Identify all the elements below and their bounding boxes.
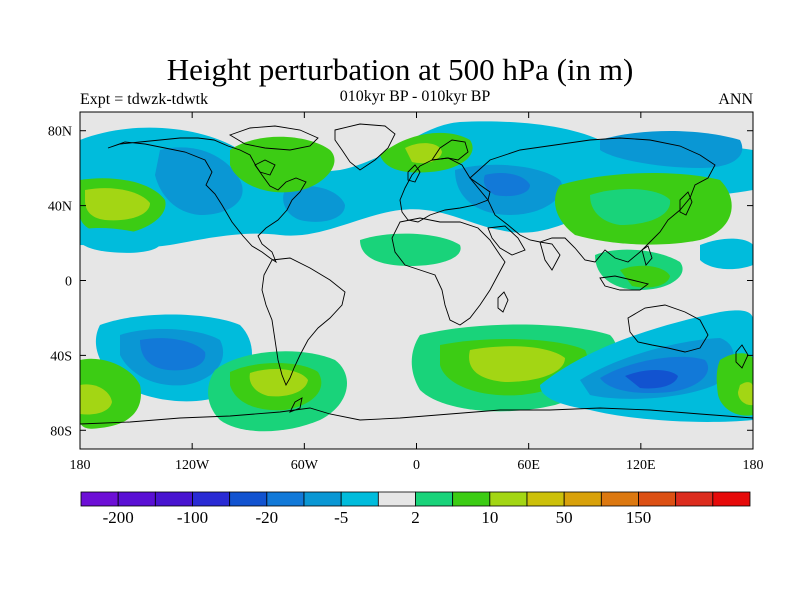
- coastline-hudson: [254, 159, 276, 176]
- colorbar-labels: -200 -100 -20 -5 2 10 50 150: [103, 508, 652, 527]
- coastline-greenland: [334, 123, 396, 171]
- coastline-africa: [391, 217, 506, 326]
- contour-region: [360, 233, 461, 266]
- colorbar-box: [377, 491, 416, 507]
- colorbar-box: [712, 491, 751, 507]
- coastline-madagascar: [497, 291, 509, 313]
- lon-tick-label: 120E: [626, 458, 656, 473]
- colorbar-box: [80, 491, 119, 507]
- lat-tick-label: 40N: [48, 200, 72, 215]
- lat-tick-label: 40S: [50, 349, 72, 364]
- coastline-japan: [679, 191, 693, 216]
- colorbar-label: -200: [103, 508, 134, 527]
- colorbar-label: -5: [334, 508, 348, 527]
- contour-region: [590, 188, 671, 225]
- coastline-north-america: [107, 137, 307, 264]
- colorbar-label: -20: [255, 508, 278, 527]
- contour-region: [620, 265, 670, 288]
- lon-tick-label: 120W: [175, 458, 210, 473]
- lon-tick-label: 60E: [517, 458, 540, 473]
- contour-region: [625, 370, 678, 389]
- colorbar-box: [452, 491, 491, 507]
- coastline-antarctic-peninsula: [289, 397, 303, 413]
- lon-tick-label: 60W: [291, 458, 319, 473]
- coastline-indonesia: [599, 275, 650, 291]
- colorbar-box: [489, 491, 528, 507]
- contour-fills: [80, 121, 753, 432]
- coastline-australia: [627, 304, 709, 353]
- coastline-philippines: [641, 245, 653, 266]
- coastline-europe: [399, 157, 491, 223]
- colorbar-box: [192, 491, 231, 507]
- period-label: 010kyr BP - 010kyr BP: [339, 88, 491, 105]
- coastline-asia: [469, 137, 716, 263]
- colorbar-box: [638, 491, 677, 507]
- contour-region: [738, 382, 753, 406]
- colorbar-box: [415, 491, 454, 507]
- lat-tick-label: 80N: [48, 125, 72, 140]
- contour-region: [85, 188, 150, 221]
- contour-region: [249, 368, 308, 397]
- colorbar: [80, 491, 751, 507]
- lon-tick-label: 180: [70, 458, 91, 473]
- contour-region: [230, 136, 335, 193]
- coastlines: [80, 123, 753, 425]
- contour-region: [80, 121, 753, 248]
- colorbar-box: [303, 491, 342, 507]
- colorbar-label: 2: [411, 508, 420, 527]
- coastline-arctic-islands: [228, 125, 319, 151]
- coastline-british-isles: [407, 164, 421, 183]
- contour-region: [140, 338, 206, 371]
- colorbar-box: [229, 491, 268, 507]
- lat-tick-label: 80S: [50, 424, 72, 439]
- plot-title: Height perturbation at 500 hPa (in m): [166, 52, 634, 87]
- contour-region: [155, 147, 243, 215]
- colorbar-box: [154, 491, 193, 507]
- colorbar-label: 10: [481, 508, 498, 527]
- colorbar-label: -100: [177, 508, 208, 527]
- experiment-label: Expt = tdwzk-tdwtk: [80, 91, 209, 108]
- coastline-south-america: [261, 257, 346, 387]
- coastline-antarctica: [80, 407, 753, 425]
- colorbar-label: 150: [626, 508, 652, 527]
- colorbar-box: [526, 491, 565, 507]
- colorbar-box: [563, 491, 602, 507]
- colorbar-box: [340, 491, 379, 507]
- coastline-india: [539, 241, 561, 271]
- coastline-scandinavia: [431, 139, 469, 161]
- coastline-new-zealand: [735, 344, 749, 369]
- contour-region: [80, 384, 112, 415]
- contour-region: [469, 346, 565, 382]
- colorbar-label: 50: [556, 508, 573, 527]
- lat-tick-label: 0: [65, 275, 72, 290]
- latitude-axis: 80N 40N 0 40S 80S: [48, 125, 72, 440]
- contour-region: [483, 173, 530, 197]
- contour-region: [283, 185, 345, 222]
- contour-region: [600, 131, 743, 168]
- colorbar-box: [266, 491, 305, 507]
- contour-region: [700, 238, 753, 270]
- lon-tick-label: 0: [413, 458, 420, 473]
- longitude-axis: 180 120W 60W 0 60E 120E 180: [70, 458, 764, 473]
- contour-region: [80, 228, 161, 253]
- season-label: ANN: [718, 91, 753, 108]
- lon-tick-label: 180: [743, 458, 764, 473]
- colorbar-box: [117, 491, 156, 507]
- axis-ticks: [79, 112, 754, 449]
- coastline-arabia: [487, 225, 526, 256]
- colorbar-box: [675, 491, 714, 507]
- colorbar-box: [600, 491, 639, 507]
